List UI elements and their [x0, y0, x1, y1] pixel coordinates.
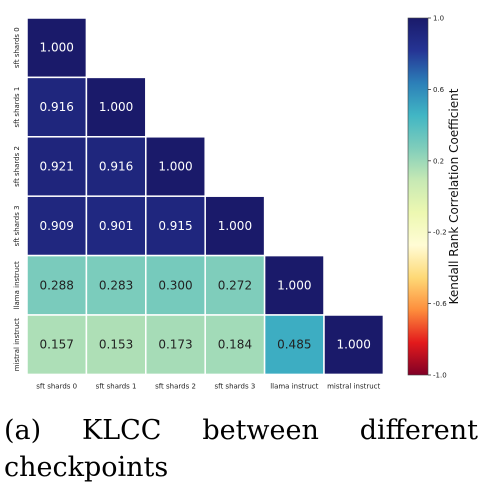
heatmap-cell — [204, 254, 266, 316]
cell-value-label: 1.000 — [99, 100, 133, 114]
cell-value-label: 1.000 — [40, 41, 74, 55]
cell-value-label: 0.157 — [40, 338, 74, 352]
col-tick-label: llama instruct — [270, 382, 318, 390]
row-tick-label: sft shards 0 — [13, 27, 21, 68]
heatmap-cell — [85, 314, 147, 376]
caption-line-1: (a) KLCC between different — [4, 412, 478, 449]
col-tick-labels: sft shards 0 sft shards 1 sft shards 2 sft … — [36, 382, 380, 390]
heatmap-cell — [204, 195, 266, 257]
caption-word: KLCC — [82, 415, 162, 446]
heatmap-cell — [26, 314, 88, 376]
cell-value-label: 0.915 — [158, 219, 192, 233]
col-tick-label: mistral instruct — [327, 382, 380, 390]
colorbar-tick-label: -0.6 — [433, 300, 447, 308]
caption-word: (a) — [4, 415, 42, 446]
row-tick-label: sft shards 3 — [13, 205, 21, 246]
row-tick-label: mistral instruct — [13, 318, 21, 371]
cell-value-label: 0.901 — [99, 219, 133, 233]
colorbar-tick-label: 0.2 — [433, 157, 444, 165]
heatmap-cell — [85, 195, 147, 257]
col-tick-label: sft shards 2 — [155, 382, 196, 390]
cell-value-label: 1.000 — [218, 219, 252, 233]
heatmap-cells: 1.000 0.916 1.000 0.921 0.916 1.000 0.909 0.901… — [26, 17, 385, 376]
heatmap-cell — [263, 314, 325, 376]
cell-value-label: 1.000 — [277, 278, 311, 292]
cell-value-label: 0.921 — [40, 160, 74, 174]
heatmap-cell — [145, 136, 206, 197]
heatmap-cell — [145, 314, 206, 376]
cell-value-label: 0.184 — [218, 338, 252, 352]
colorbar-tick-label: -0.2 — [433, 229, 447, 237]
colorbar-tick-label: 0.6 — [433, 86, 445, 94]
caption-line-2: checkpoints — [4, 452, 169, 483]
cell-value-label: 0.916 — [99, 160, 133, 174]
colorbar-tick-label: -1.0 — [433, 372, 447, 380]
heatmap-chart: 1.000 0.916 1.000 0.921 0.916 1.000 0.909 0.901… — [13, 15, 461, 391]
cell-value-label: 1.000 — [158, 160, 192, 174]
colorbar-tick-label: 1.0 — [433, 15, 444, 23]
cell-value-label: 0.909 — [40, 219, 74, 233]
row-tick-labels: sft shards 0 sft shards 1 sft shards 2 sft … — [13, 27, 21, 371]
cell-value-label: 0.485 — [277, 338, 311, 352]
heatmap-cell — [204, 314, 266, 376]
heatmap-cell — [323, 314, 385, 376]
col-tick-label: sft shards 3 — [214, 382, 255, 390]
caption-word: different — [359, 415, 478, 446]
caption-word: between — [202, 415, 319, 446]
cell-value-label: 0.288 — [40, 278, 74, 292]
cell-value-label: 0.283 — [99, 278, 133, 292]
row-tick-label: sft shards 1 — [13, 87, 21, 128]
figure-caption: (a) KLCC between different checkpoints — [4, 412, 478, 486]
col-tick-label: sft shards 1 — [96, 382, 137, 390]
cell-value-label: 0.300 — [158, 278, 192, 292]
col-tick-label: sft shards 0 — [36, 382, 77, 390]
colorbar-label: Kendall Rank Correlation Coefficient — [447, 88, 461, 304]
cell-value-label: 0.173 — [158, 338, 192, 352]
row-tick-label: sft shards 2 — [13, 146, 21, 187]
cell-value-label: 0.272 — [218, 278, 252, 292]
colorbar: 1.0 0.6 0.2 -0.2 -0.6 -1.0 Kendall Rank Correl… — [407, 15, 461, 380]
cell-value-label: 0.153 — [99, 338, 133, 352]
heatmap-cell — [26, 17, 88, 79]
colorbar-gradient — [407, 17, 429, 376]
heatmap-cell — [85, 254, 147, 316]
heatmap-cell — [26, 76, 88, 138]
row-tick-label: llama instruct — [13, 261, 21, 309]
cell-value-label: 1.000 — [337, 338, 371, 352]
cell-value-label: 0.916 — [40, 100, 74, 114]
